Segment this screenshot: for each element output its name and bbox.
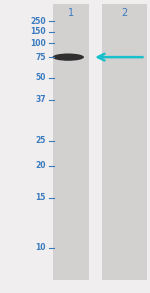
Bar [53,4,89,280]
Text: 150: 150 [30,27,46,36]
Text: 250: 250 [30,17,46,25]
Text: 1: 1 [68,8,74,18]
Text: 75: 75 [35,53,46,62]
Bar [102,4,147,280]
Text: 15: 15 [35,193,46,202]
Text: 100: 100 [30,39,46,48]
Ellipse shape [52,54,84,61]
Text: 37: 37 [35,95,46,104]
Text: 25: 25 [35,136,46,145]
Text: 20: 20 [35,161,46,170]
Text: 10: 10 [35,243,46,252]
Text: 2: 2 [121,8,128,18]
Text: 50: 50 [35,73,46,82]
